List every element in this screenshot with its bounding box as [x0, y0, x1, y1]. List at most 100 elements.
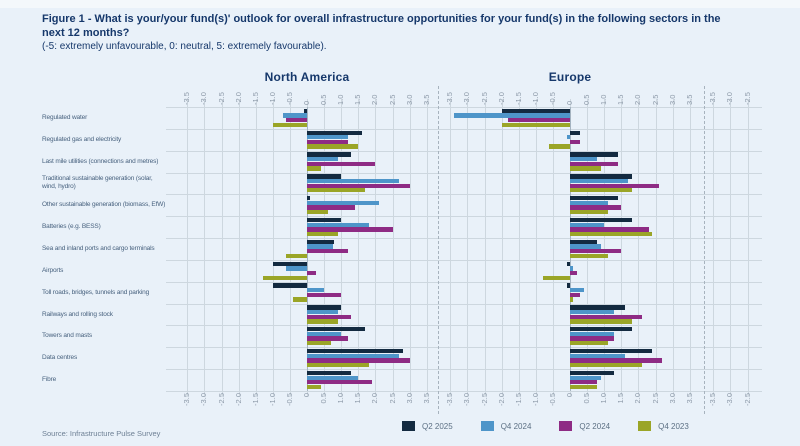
- axis-tick-label: 1.5: [616, 393, 626, 404]
- axis-tick-label: -2.5: [479, 393, 489, 406]
- axis-tick-label: 3.5: [421, 94, 431, 105]
- legend-label: Q2 2025: [422, 421, 453, 431]
- category-label: Toll roads, bridges, tunnels and parking: [42, 288, 150, 296]
- bar: [570, 196, 618, 201]
- gridline-value: [467, 99, 469, 396]
- gridline-value: [255, 99, 257, 396]
- gridline-value: [221, 99, 223, 396]
- gridline-value: [689, 99, 691, 396]
- legend-label: Q2 2024: [579, 421, 611, 431]
- bar: [570, 253, 608, 259]
- axis-tick-label: -0.5: [284, 393, 294, 406]
- bar: [272, 283, 307, 288]
- gridline-row: [166, 281, 762, 283]
- bar: [307, 205, 355, 210]
- bar: [549, 144, 570, 149]
- bar: [570, 353, 625, 358]
- axis-tick-label: 3.0: [404, 393, 414, 404]
- axis-tick-label: 1.0: [599, 393, 609, 404]
- axis-tick-label: 2.5: [387, 393, 397, 404]
- axis-tick-label: -3.0: [199, 92, 209, 105]
- gridline-row: [166, 107, 762, 108]
- gridline-row: [166, 303, 762, 305]
- category-label: Regulated gas and electricity: [42, 135, 122, 143]
- category-label: Other sustainable generation (biomass, E…: [42, 201, 166, 209]
- gridline-value: [187, 99, 189, 396]
- legend-swatch: [402, 421, 415, 431]
- gridline-value: [713, 99, 715, 396]
- bar: [307, 305, 342, 310]
- bar: [307, 178, 400, 184]
- bar: [307, 319, 338, 324]
- axis-tick-label: -3.0: [462, 92, 472, 105]
- gridline-row: [166, 150, 762, 152]
- bar: [307, 210, 328, 215]
- gridline-row: [166, 259, 762, 261]
- gridline-value: [375, 99, 377, 396]
- bar: [570, 297, 574, 302]
- axis-tick-label: -2.5: [742, 393, 752, 406]
- bar: [307, 370, 352, 376]
- axis-tick-label: -3.0: [199, 393, 209, 406]
- bar: [272, 122, 307, 127]
- axis-tick-label: -2.5: [742, 92, 752, 105]
- gridline-value: [638, 99, 640, 396]
- category-label: Airports: [42, 266, 64, 274]
- source-note: Source: Infrastructure Pulse Survey: [42, 429, 161, 438]
- bar: [307, 270, 316, 276]
- bar: [570, 341, 608, 346]
- bar: [307, 288, 325, 293]
- legend-item: Q4 2023: [638, 421, 689, 431]
- zero-axis: [307, 107, 308, 391]
- axis-tick-label: 3.0: [667, 94, 677, 105]
- axis-tick-label: -1.5: [513, 393, 523, 406]
- gridline-value: [358, 99, 360, 396]
- bar: [303, 108, 307, 113]
- axis-tick-label: -3.0: [725, 393, 735, 406]
- gridline-value: [747, 99, 749, 396]
- bar: [307, 200, 379, 206]
- bar: [307, 222, 369, 227]
- gridline-row: [166, 391, 762, 392]
- bar: [307, 157, 338, 162]
- figure-subtitle: (-5: extremely unfavourable, 0: neutral,…: [42, 41, 327, 52]
- axis-tick-label: 2.5: [650, 393, 660, 404]
- gridline-value: [621, 99, 623, 396]
- axis-tick-label: -2.0: [496, 393, 506, 406]
- bar: [307, 309, 338, 315]
- axis-tick-label: -1.0: [267, 393, 277, 406]
- gridline-value: [204, 99, 206, 396]
- panel-title: North America: [264, 70, 350, 84]
- figure-title: Figure 1 - What is your/your fund(s)' ou…: [42, 13, 721, 39]
- gridline-value: [289, 99, 291, 396]
- bar: [307, 130, 362, 135]
- bar: [566, 261, 570, 266]
- category-label: Last mile utilities (connections and met…: [42, 157, 159, 165]
- bar: [570, 314, 642, 319]
- bar: [570, 139, 581, 145]
- gridline-row: [166, 369, 762, 371]
- bar: [307, 292, 342, 298]
- bar: [570, 183, 659, 188]
- page-top-margin: [0, 0, 800, 8]
- gridline-value: [450, 99, 452, 396]
- category-label: Fibre: [42, 376, 57, 384]
- gridline-value: [484, 99, 486, 396]
- legend-swatch: [559, 421, 573, 431]
- bar: [272, 261, 307, 266]
- bar: [286, 118, 307, 123]
- bar: [501, 108, 570, 113]
- legend-item: Q2 2024: [559, 421, 610, 431]
- bar: [570, 249, 622, 254]
- axis-tick-label: -2.0: [233, 393, 243, 406]
- bar: [570, 239, 598, 245]
- axis-tick-label: -2.5: [216, 393, 226, 406]
- bar: [307, 227, 393, 232]
- legend-swatch: [480, 421, 494, 431]
- gridline-value: [501, 99, 503, 396]
- bar: [307, 139, 349, 145]
- gridline-value: [655, 99, 657, 396]
- bar: [570, 349, 653, 354]
- panel-title: Europe: [548, 70, 592, 84]
- bar: [570, 161, 618, 166]
